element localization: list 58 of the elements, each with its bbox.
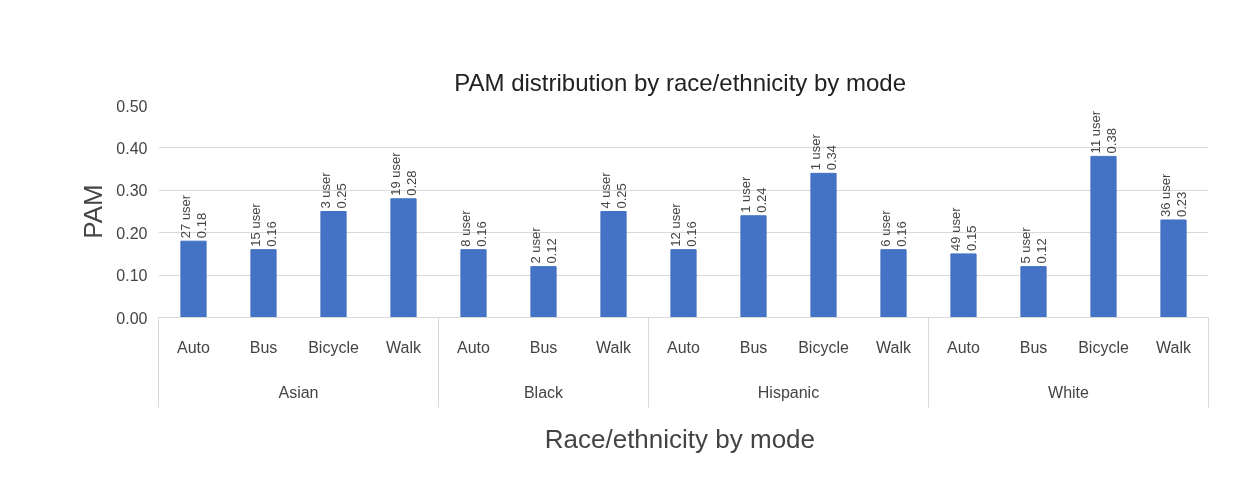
data-label: 8 user 0.16 <box>457 209 490 247</box>
x-tick-label: Auto <box>947 338 981 356</box>
data-label: 4 user 0.25 <box>597 171 630 209</box>
data-label: 19 user 0.28 <box>387 151 420 196</box>
x-tick-label: Walk <box>876 338 912 356</box>
x-tick-label: Auto <box>177 338 211 356</box>
data-label: 15 user 0.16 <box>247 202 280 247</box>
data-label: 2 user 0.12 <box>527 226 560 264</box>
bar <box>250 249 277 318</box>
text: Black <box>523 383 565 401</box>
data-label: 36 user 0.23 <box>1157 172 1190 217</box>
x-tick-label: Bus <box>529 338 558 356</box>
data-label: 49 user 0.15 <box>947 206 980 251</box>
bar <box>180 240 207 318</box>
x-tick-label: Auto <box>457 338 491 356</box>
x-tick-label: Bus <box>739 338 768 356</box>
data-label: 6 user 0.16 <box>877 209 910 247</box>
data-label: 3 user 0.25 <box>317 171 350 209</box>
x-tick-label: Walk <box>386 338 422 356</box>
y-axis-title: PAM <box>78 184 109 239</box>
x-tick-label: Walk <box>596 338 632 356</box>
x-tick-label: Bus <box>1019 338 1048 356</box>
bar <box>1090 155 1117 318</box>
bar <box>880 249 907 318</box>
text: Asian <box>278 383 319 401</box>
data-label: 5 user 0.12 <box>1017 226 1050 264</box>
x-tick-label: Bus <box>249 338 278 356</box>
y-tick-label: 0.50 <box>116 97 148 115</box>
x-tick-label: Walk <box>1156 338 1192 356</box>
y-tick-label: 0.00 <box>116 309 148 327</box>
bar <box>460 249 487 318</box>
bar <box>320 211 347 318</box>
y-tick-label: 0.40 <box>116 139 148 157</box>
bar <box>950 253 977 318</box>
x-tick-label: Bicycle <box>308 338 359 356</box>
bar <box>810 172 837 318</box>
data-label: 11 user 0.38 <box>1087 110 1120 154</box>
x-tick-label: Bicycle <box>798 338 849 356</box>
bar <box>600 211 627 318</box>
bar <box>670 249 697 318</box>
chart-title: PAM distribution by race/ethnicity by mode <box>454 68 907 96</box>
x-axis-title: Race/ethnicity by mode <box>544 423 816 454</box>
text: Hispanic <box>757 383 820 401</box>
bar <box>530 266 557 318</box>
x-tick-label: Auto <box>667 338 701 356</box>
text: White <box>1048 383 1090 401</box>
y-tick-label: 0.20 <box>116 224 148 242</box>
bar <box>1160 219 1187 318</box>
bar <box>740 215 767 318</box>
y-tick-label: 0.30 <box>116 182 148 200</box>
bar <box>1020 266 1047 318</box>
data-label: 27 user 0.18 <box>177 194 210 239</box>
data-label: 12 user 0.16 <box>667 202 700 247</box>
y-tick-label: 0.10 <box>116 267 148 285</box>
data-label: 1 user 0.24 <box>737 175 770 213</box>
x-tick-label: Bicycle <box>1078 338 1129 356</box>
bar <box>390 198 417 318</box>
data-label: 1 user 0.34 <box>807 133 840 171</box>
